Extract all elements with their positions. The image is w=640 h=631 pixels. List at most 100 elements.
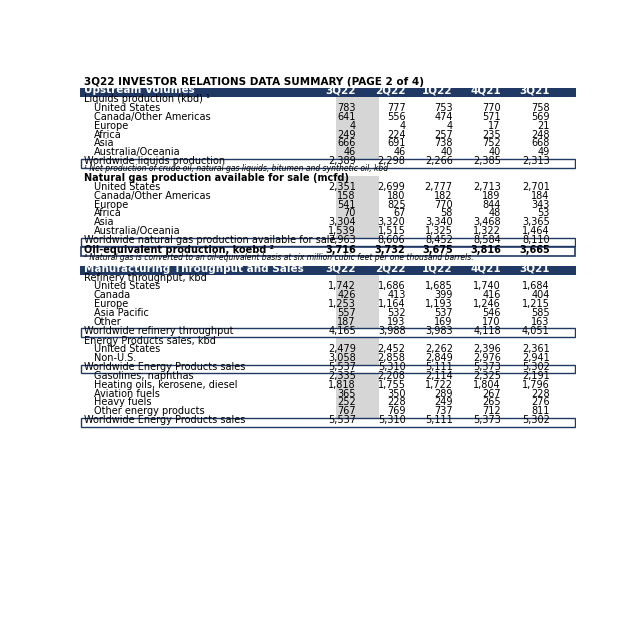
Text: 1,686: 1,686	[378, 281, 406, 292]
Text: Refinery throughput, kbd: Refinery throughput, kbd	[84, 273, 207, 283]
Text: 46: 46	[393, 147, 406, 157]
Text: Europe: Europe	[94, 199, 128, 209]
Text: 8,110: 8,110	[522, 235, 550, 245]
Text: Heating oils, kerosene, diesel: Heating oils, kerosene, diesel	[94, 380, 237, 390]
Text: 1,755: 1,755	[378, 380, 406, 390]
Text: 753: 753	[434, 103, 452, 113]
Text: 189: 189	[483, 191, 501, 201]
Text: 8,584: 8,584	[473, 235, 501, 245]
Text: 3,988: 3,988	[378, 326, 406, 336]
Bar	[336, 159, 379, 168]
Text: 257: 257	[434, 129, 452, 139]
Text: Europe: Europe	[94, 299, 128, 309]
Text: 4: 4	[399, 121, 406, 131]
Bar	[81, 365, 575, 374]
Text: Asia Pacific: Asia Pacific	[94, 308, 149, 318]
Text: 5,310: 5,310	[378, 362, 406, 372]
Text: 1,818: 1,818	[328, 380, 356, 390]
Text: 5,302: 5,302	[522, 362, 550, 372]
Text: 224: 224	[387, 129, 406, 139]
Text: 556: 556	[387, 112, 406, 122]
Bar	[336, 193, 379, 202]
Bar	[81, 159, 575, 168]
Text: 2,385: 2,385	[473, 156, 501, 166]
Text: 40: 40	[440, 147, 452, 157]
Text: 3,058: 3,058	[328, 353, 356, 363]
Text: 2,479: 2,479	[328, 345, 356, 355]
Text: 5,373: 5,373	[473, 362, 501, 372]
Text: 3,675: 3,675	[422, 245, 452, 255]
Text: 4: 4	[350, 121, 356, 131]
Text: 2,701: 2,701	[522, 182, 550, 192]
Text: 3,983: 3,983	[425, 326, 452, 336]
Text: 8,606: 8,606	[378, 235, 406, 245]
Text: 2,976: 2,976	[473, 353, 501, 363]
Text: Gasolines, naphthas: Gasolines, naphthas	[94, 371, 193, 381]
Text: Non-U.S.: Non-U.S.	[94, 353, 136, 363]
Text: 2,208: 2,208	[378, 371, 406, 381]
Text: 4Q21: 4Q21	[470, 85, 501, 95]
Text: 40: 40	[488, 147, 501, 157]
Text: 193: 193	[387, 317, 406, 327]
Text: 2Q22: 2Q22	[375, 264, 406, 274]
Text: Heavy fuels: Heavy fuels	[94, 398, 152, 408]
Text: 2,351: 2,351	[328, 182, 356, 192]
Text: 532: 532	[387, 308, 406, 318]
Text: 343: 343	[531, 199, 550, 209]
Bar	[336, 97, 379, 105]
Text: 2,191: 2,191	[522, 371, 550, 381]
Bar	[336, 365, 379, 374]
Text: Energy Products sales, kbd: Energy Products sales, kbd	[84, 336, 216, 346]
Bar	[336, 132, 379, 141]
Text: 365: 365	[337, 389, 356, 399]
Bar	[81, 237, 575, 246]
Text: Canada: Canada	[94, 290, 131, 300]
Text: 182: 182	[435, 191, 452, 201]
Text: 4,165: 4,165	[328, 326, 356, 336]
Bar	[336, 418, 379, 427]
Text: 3,304: 3,304	[328, 217, 356, 227]
Text: 1,685: 1,685	[425, 281, 452, 292]
Text: 783: 783	[337, 103, 356, 113]
Text: 170: 170	[483, 317, 501, 327]
Text: 249: 249	[435, 398, 452, 408]
Text: United States: United States	[94, 281, 160, 292]
Text: 5,302: 5,302	[522, 415, 550, 425]
Bar	[336, 211, 379, 220]
Bar	[336, 310, 379, 319]
Text: ¹ Net production of crude oil, natural gas liquids, bitumen and synthetic oil, k: ¹ Net production of crude oil, natural g…	[84, 164, 388, 173]
Text: 350: 350	[387, 389, 406, 399]
Text: 2,325: 2,325	[473, 371, 501, 381]
Text: 21: 21	[537, 121, 550, 131]
Text: 2,713: 2,713	[473, 182, 501, 192]
Text: Canada/Other Americas: Canada/Other Americas	[94, 191, 211, 201]
Text: 770: 770	[434, 199, 452, 209]
Bar	[336, 150, 379, 159]
Text: 235: 235	[482, 129, 501, 139]
Text: 3Q22: 3Q22	[325, 85, 356, 95]
Text: 571: 571	[482, 112, 501, 122]
Text: 3,340: 3,340	[425, 217, 452, 227]
Bar	[336, 356, 379, 365]
Text: 184: 184	[531, 191, 550, 201]
Bar	[336, 374, 379, 382]
Text: Worldwide liquids production: Worldwide liquids production	[84, 156, 225, 166]
Text: 737: 737	[434, 406, 452, 416]
Text: 1,193: 1,193	[425, 299, 452, 309]
Text: 3Q22 INVESTOR RELATIONS DATA SUMMARY (PAGE 2 of 4): 3Q22 INVESTOR RELATIONS DATA SUMMARY (PA…	[84, 77, 424, 87]
Text: 474: 474	[435, 112, 452, 122]
Text: 5,111: 5,111	[425, 362, 452, 372]
Bar	[336, 382, 379, 391]
Text: ² Natural gas is converted to an oil-equivalent basis at six million cubic feet : ² Natural gas is converted to an oil-equ…	[84, 253, 474, 262]
Text: 2,266: 2,266	[425, 156, 452, 166]
Text: 2,313: 2,313	[522, 156, 550, 166]
Text: 2,396: 2,396	[473, 345, 501, 355]
Text: 3Q21: 3Q21	[519, 85, 550, 95]
Text: 1,464: 1,464	[522, 226, 550, 236]
Text: 1,515: 1,515	[378, 226, 406, 236]
Text: 276: 276	[531, 398, 550, 408]
Bar	[336, 202, 379, 211]
Text: 691: 691	[387, 138, 406, 148]
Bar	[336, 293, 379, 302]
Text: 5,373: 5,373	[473, 415, 501, 425]
